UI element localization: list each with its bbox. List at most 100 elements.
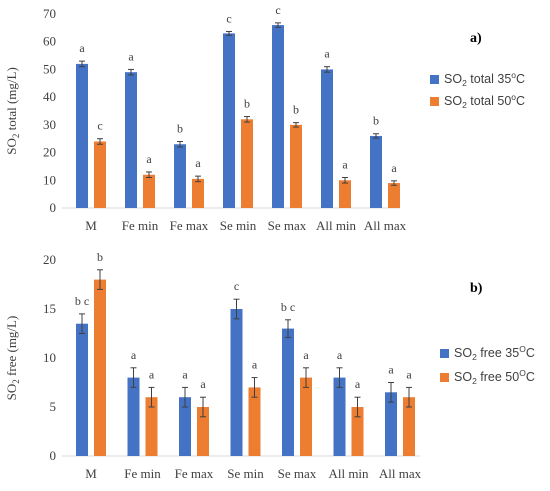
y-tick-label: 15 bbox=[43, 301, 56, 316]
error-bar bbox=[354, 396, 361, 418]
legend-swatch bbox=[430, 75, 439, 84]
y-tick-label: 30 bbox=[43, 117, 56, 132]
bar-series-2 bbox=[143, 174, 155, 208]
significance-letter: b bbox=[373, 114, 379, 128]
bar-series-2 bbox=[241, 119, 253, 208]
legend-entry: SO2 free 50OC bbox=[454, 368, 535, 386]
bar-series-1 bbox=[333, 377, 346, 456]
x-tick-label: M bbox=[85, 466, 97, 481]
bar-series-1 bbox=[230, 309, 243, 456]
significance-letter: a bbox=[182, 367, 188, 381]
bar-series-1 bbox=[76, 63, 88, 209]
bar-series-2 bbox=[248, 387, 261, 456]
significance-letter: c bbox=[234, 279, 239, 293]
error-bar bbox=[79, 60, 85, 68]
bar-series-1 bbox=[125, 72, 137, 208]
legend-entry: SO2 free 35OC bbox=[454, 344, 535, 362]
bar-series-2 bbox=[300, 377, 312, 456]
x-tick-label: Fe min bbox=[122, 218, 159, 233]
significance-letter: a bbox=[195, 156, 201, 170]
error-bar bbox=[303, 367, 309, 388]
bar-series-2 bbox=[339, 180, 351, 208]
error-bar bbox=[373, 133, 379, 139]
bar-series-2 bbox=[145, 397, 158, 456]
legend-swatch bbox=[430, 97, 439, 106]
error-bar bbox=[200, 396, 206, 418]
legend-entry: SO2 total 35oC bbox=[444, 70, 525, 88]
y-tick-label: 20 bbox=[43, 145, 56, 160]
bar-series-2 bbox=[290, 124, 302, 208]
y-tick-label: 60 bbox=[43, 34, 56, 49]
bar-series-1 bbox=[370, 135, 382, 208]
error-bar bbox=[97, 138, 103, 145]
significance-letter: b bbox=[177, 121, 183, 135]
y-tick-label: 50 bbox=[43, 61, 56, 76]
legend-swatch bbox=[440, 349, 449, 358]
significance-letter: a bbox=[337, 348, 343, 362]
legend-entry: SO2 total 50oC bbox=[444, 92, 525, 110]
error-bar bbox=[251, 377, 258, 398]
significance-letter: a bbox=[406, 367, 412, 381]
x-tick-label: Fe max bbox=[175, 466, 214, 481]
y-tick-label: 0 bbox=[50, 448, 57, 463]
error-bar bbox=[148, 386, 155, 408]
significance-letter: a bbox=[128, 49, 134, 63]
panel-label: a) bbox=[470, 31, 482, 46]
x-tick-label: Se min bbox=[227, 466, 264, 481]
significance-letter: a bbox=[79, 41, 85, 55]
error-bar bbox=[388, 382, 394, 403]
significance-letter: a bbox=[388, 363, 394, 377]
error-bar bbox=[336, 367, 343, 388]
x-tick-label: All min bbox=[328, 466, 369, 481]
x-tick-label: All max bbox=[379, 466, 422, 481]
bar-series-1 bbox=[385, 392, 397, 456]
bar-series-1 bbox=[272, 25, 284, 209]
significance-letter: a bbox=[342, 158, 348, 172]
error-bar bbox=[97, 269, 103, 290]
bar-series-1 bbox=[174, 144, 186, 208]
error-bar bbox=[391, 180, 397, 186]
bar-series-1 bbox=[179, 397, 191, 456]
x-tick-label: Fe max bbox=[170, 218, 209, 233]
bar-series-2 bbox=[197, 407, 209, 456]
bar-series-1 bbox=[76, 323, 88, 456]
x-tick-label: M bbox=[85, 218, 97, 233]
error-bar bbox=[233, 298, 240, 320]
error-bar bbox=[177, 140, 183, 148]
bar-series-1 bbox=[282, 328, 294, 456]
bar-series-2 bbox=[192, 178, 204, 208]
error-bar bbox=[182, 386, 188, 408]
significance-letter: b bbox=[97, 250, 103, 264]
y-tick-label: 40 bbox=[43, 89, 56, 104]
y-tick-label: 10 bbox=[43, 350, 56, 365]
error-bar bbox=[195, 175, 201, 183]
y-tick-label: 5 bbox=[50, 399, 57, 414]
significance-letter: a bbox=[252, 358, 258, 372]
error-bar bbox=[406, 386, 412, 408]
y-axis-label: SO2 total (mg/L) bbox=[4, 67, 21, 155]
x-tick-label: All min bbox=[316, 218, 357, 233]
error-bar bbox=[79, 313, 85, 334]
y-tick-label: 0 bbox=[50, 200, 57, 215]
chart-panel-1: 0 10 20 30 40 50 60 70 SO2 total (mg/L) M Fe min Fe… bbox=[4, 3, 525, 233]
error-bar bbox=[226, 30, 232, 36]
error-bar bbox=[324, 66, 330, 73]
panel-label: b) bbox=[470, 281, 483, 296]
x-tick-label: Se min bbox=[220, 218, 257, 233]
significance-letter: a bbox=[131, 348, 137, 362]
significance-letter: c bbox=[97, 119, 102, 133]
significance-letter: b c bbox=[75, 294, 89, 308]
bar-series-2 bbox=[403, 397, 415, 456]
significance-letter: a bbox=[391, 161, 397, 175]
y-tick-label: 70 bbox=[43, 6, 56, 21]
significance-letter: c bbox=[275, 3, 280, 17]
y-tick-label: 10 bbox=[43, 172, 56, 187]
bar-series-2 bbox=[94, 279, 106, 456]
significance-letter: b bbox=[244, 97, 250, 111]
significance-letter: a bbox=[149, 367, 155, 381]
significance-letter: b c bbox=[281, 300, 295, 314]
significance-letter: a bbox=[200, 377, 206, 391]
error-bar bbox=[275, 22, 281, 28]
y-axis-label: SO2 free (mg/L) bbox=[4, 316, 21, 401]
